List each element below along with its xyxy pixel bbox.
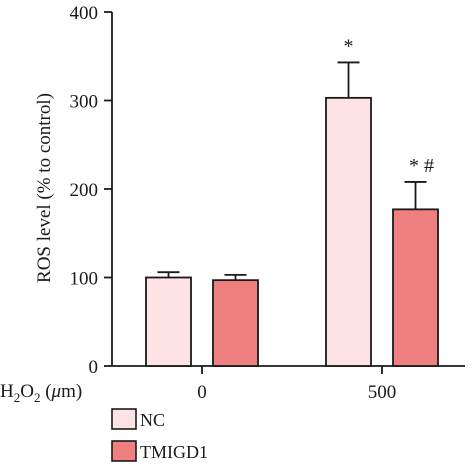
legend-item-nc: NC xyxy=(111,408,165,430)
x-axis: 0 500 xyxy=(112,365,465,403)
bar-nc-0 xyxy=(145,276,192,367)
x-axis-label: H2O2 (μm) xyxy=(0,381,82,405)
y-tick-label-1: 100 xyxy=(70,269,99,290)
legend-swatch-tmigd1 xyxy=(111,440,137,462)
legend: NC TMIGD1 xyxy=(111,408,208,462)
y-axis: 0 100 200 300 400 xyxy=(70,3,113,378)
bar-nc-500 xyxy=(325,96,372,367)
y-tick-label-0: 0 xyxy=(89,357,99,378)
annotation-0: * xyxy=(344,35,354,57)
legend-label-nc: NC xyxy=(140,410,165,430)
legend-label-tmigd1: TMIGD1 xyxy=(140,442,208,462)
bar-tmigd1-500 xyxy=(392,208,439,367)
legend-item-tmigd1: TMIGD1 xyxy=(111,440,208,462)
legend-swatch-nc xyxy=(111,408,137,430)
x-tick-label-0: 0 xyxy=(197,382,207,403)
y-axis-label: ROS level (% to control) xyxy=(34,93,55,283)
y-tick-label-4: 400 xyxy=(70,3,99,24)
bar-tmigd1-0 xyxy=(212,279,259,367)
x-tick-label-1: 500 xyxy=(368,382,397,403)
y-tick-label-2: 200 xyxy=(70,180,99,201)
y-tick-label-3: 300 xyxy=(70,92,99,113)
annotation-1: * # xyxy=(409,155,434,177)
bars xyxy=(145,61,439,367)
annotations: * * # xyxy=(344,35,435,176)
